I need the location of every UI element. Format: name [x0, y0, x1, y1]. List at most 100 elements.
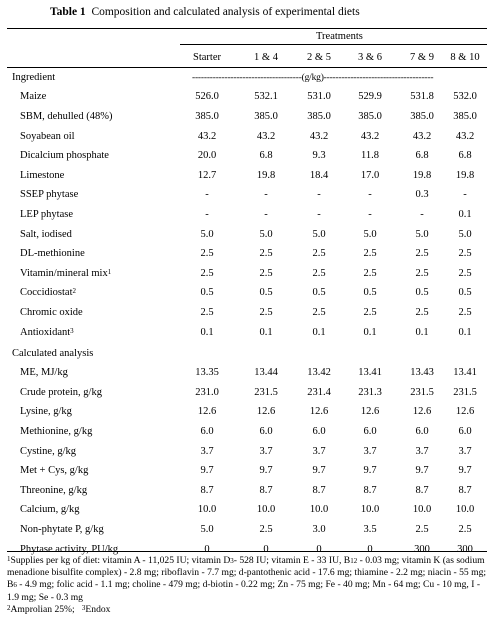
row-label-cell: Non-phytate P, g/kg: [20, 524, 104, 536]
table-cell: 3.7: [259, 445, 273, 457]
table-cell: 2.5: [259, 248, 273, 260]
table-cell: 5.0: [415, 228, 429, 240]
footnote-3-mark: 3: [81, 603, 86, 612]
table-cell: 2.5: [259, 267, 273, 279]
row-label: DL-methionine: [20, 248, 85, 260]
table-cell: -: [317, 189, 321, 201]
table-cell: 9.7: [312, 465, 326, 477]
table-cell: 532.1: [254, 91, 278, 103]
bottom-rule: [7, 551, 487, 553]
table-cell: 231.5: [254, 386, 278, 398]
column-header: 2 & 5: [307, 52, 331, 63]
table-cell: 10.0: [256, 504, 276, 516]
table-cell: 3.7: [312, 445, 326, 457]
header-rule: [7, 67, 487, 68]
table-cell: -: [317, 208, 321, 220]
row-label-cell: LEP phytase: [20, 209, 73, 221]
footnote-ref: 1: [107, 267, 112, 276]
row-label: Cystine, g/kg: [20, 445, 77, 457]
table-cell: 0: [316, 543, 322, 555]
row-label-cell: Phytase activity, PU/kg: [20, 544, 118, 556]
table-cell: 6.0: [259, 426, 273, 437]
row-label-cell: Crude protein, g/kg: [20, 387, 102, 399]
table-cell: 0.1: [200, 326, 214, 338]
table-cell: 300: [457, 543, 473, 555]
table-cell: 0.1: [312, 326, 326, 338]
table-cell: 3.0: [312, 524, 326, 535]
table-cell: 0.5: [458, 287, 472, 299]
table-cell: 0.3: [415, 189, 429, 201]
table-cell: -: [368, 208, 372, 220]
table-cell: 12.7: [197, 169, 217, 181]
section-heading: Ingredient: [12, 72, 56, 83]
row-label: Antioxidant: [20, 326, 71, 338]
table-cell: 0.5: [415, 287, 429, 299]
table-cell: 13.41: [453, 367, 477, 379]
footnote-1-b: - 528 IU; vitamin E - 33 IU, B: [233, 555, 351, 566]
column-header: 7 & 9: [410, 52, 434, 63]
footnote-1-sub: 12: [350, 557, 358, 565]
row-label: Vitamin/mineral mix: [20, 267, 108, 279]
table-cell: 10.0: [360, 504, 380, 516]
table-cell: 531.8: [410, 91, 434, 103]
row-label-cell: Threonine, g/kg: [20, 485, 87, 497]
column-header: Starter: [193, 52, 221, 63]
table-cell: 231.5: [410, 386, 434, 398]
row-label-cell: Cystine, g/kg: [20, 446, 76, 458]
table-cell: 43.2: [360, 130, 380, 142]
table-cell: 43.2: [256, 130, 276, 142]
row-label: Calcium, g/kg: [20, 504, 80, 516]
footnote-2-mark: 2: [7, 603, 11, 612]
row-label: ME, MJ/kg: [20, 367, 68, 379]
table-cell: 6.8: [259, 150, 273, 162]
table-cell: 13.42: [307, 367, 331, 379]
table-cell: 385.0: [307, 110, 331, 122]
top-rule: [7, 28, 487, 30]
table-cell: 19.8: [256, 169, 276, 181]
table-cell: 0.1: [259, 326, 273, 338]
row-label-cell: Antioxidant3: [20, 327, 74, 339]
table-cell: 43.2: [197, 130, 217, 142]
row-label: Maize: [20, 91, 47, 103]
table-cell: 2.5: [200, 267, 214, 279]
row-label-cell: Vitamin/mineral mix1: [20, 268, 111, 280]
table-cell: 2.5: [415, 524, 429, 535]
row-label: Limestone: [20, 169, 65, 181]
row-label: Lysine, g/kg: [20, 406, 72, 418]
table-cell: 12.6: [197, 406, 217, 418]
row-label: Soyabean oil: [20, 130, 75, 142]
table-cell: 2.5: [312, 248, 326, 260]
table-cell: -: [205, 189, 209, 201]
table-cell: 0.5: [259, 287, 273, 299]
row-label: Phytase activity, PU/kg: [20, 543, 119, 555]
row-label-cell: Chromic oxide: [20, 307, 83, 319]
row-label-cell: Soyabean oil: [20, 131, 75, 143]
row-label: Crude protein, g/kg: [20, 386, 102, 398]
row-label-cell: ME, MJ/kg: [20, 367, 68, 379]
table-cell: 231.4: [307, 386, 331, 398]
table-cell: 12.6: [455, 406, 475, 418]
row-label: Threonine, g/kg: [20, 484, 88, 496]
row-label-cell: Salt, iodised: [20, 229, 72, 241]
table-cell: 5.0: [312, 228, 326, 240]
table-cell: -: [368, 189, 372, 201]
footnote-ref: 2: [72, 287, 77, 296]
table-cell: 385.0: [195, 110, 219, 122]
table-cell: 9.7: [363, 465, 377, 477]
table-cell: 18.4: [309, 169, 329, 181]
table-cell: 531.0: [307, 91, 331, 103]
row-label: Non-phytate P, g/kg: [20, 524, 104, 535]
table-cell: 9.7: [415, 465, 429, 477]
column-header: 1 & 4: [254, 52, 278, 63]
table-cell: 5.0: [458, 228, 472, 240]
table-cell: 3.7: [415, 445, 429, 457]
treatments-rule: [180, 44, 487, 45]
footnote-1-sub: 3: [230, 557, 234, 565]
table-cell: 20.0: [197, 150, 217, 162]
table-cell: 9.7: [259, 465, 273, 477]
table-cell: 8.7: [312, 484, 326, 496]
row-label-cell: SSEP phytase: [20, 189, 78, 201]
table-cell: 0.1: [458, 208, 472, 220]
row-label-cell: Lysine, g/kg: [20, 406, 72, 418]
table-cell: 8.7: [259, 484, 273, 496]
